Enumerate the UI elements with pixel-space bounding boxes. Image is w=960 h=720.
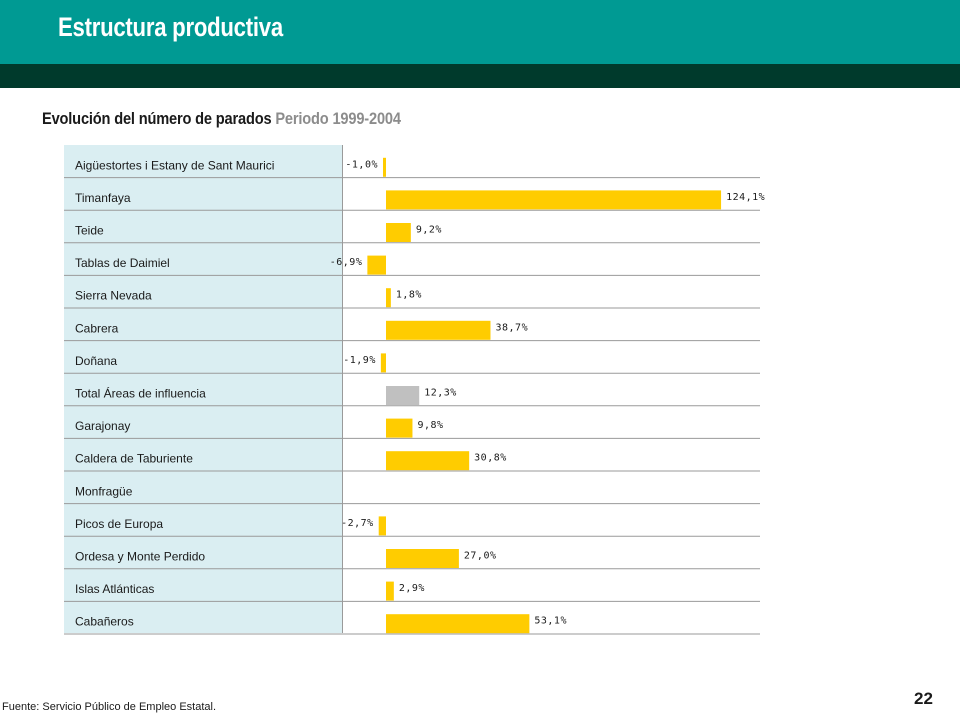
bar	[386, 614, 530, 634]
category-label: Doñana	[75, 354, 117, 368]
category-label: Garajonay	[75, 419, 130, 433]
header-dark-band	[0, 64, 960, 88]
bar	[378, 516, 386, 536]
data-label: -6,9%	[330, 257, 363, 268]
category-label: Total Áreas de influencia	[75, 386, 206, 401]
source-note: Fuente: Servicio Público de Empleo Estat…	[2, 701, 217, 713]
data-label: 1,8%	[396, 290, 422, 301]
bar	[383, 157, 386, 177]
data-label: 9,8%	[417, 420, 443, 431]
category-label: Islas Atlánticas	[75, 582, 154, 596]
chart-title-block: Evolución del número de parados Periodo …	[42, 109, 401, 129]
bar	[386, 288, 391, 308]
data-label: 9,2%	[416, 225, 442, 236]
category-label: Cabañeros	[75, 615, 134, 629]
bar	[386, 190, 722, 210]
data-label: -1,9%	[343, 355, 376, 366]
bar	[386, 223, 411, 242]
category-label: Monfragüe	[75, 484, 133, 498]
page-title: Estructura productiva	[58, 12, 283, 42]
chart-title: Evolución del número de parados	[42, 109, 272, 128]
data-label: -2,7%	[341, 518, 374, 529]
category-label: Timanfaya	[75, 191, 131, 205]
data-label: 53,1%	[534, 616, 567, 627]
chart-subtitle: Periodo 1999-2004	[275, 109, 401, 128]
bar	[380, 353, 386, 373]
bar	[386, 581, 394, 601]
category-label: Caldera de Taburiente	[75, 452, 193, 466]
category-label: Cabrera	[75, 321, 119, 335]
data-label: -1,0%	[345, 159, 378, 170]
data-label: 27,0%	[464, 551, 497, 562]
bar	[386, 386, 420, 405]
bar	[386, 549, 459, 568]
data-label: 30,8%	[474, 453, 507, 464]
category-label: Sierra Nevada	[75, 289, 152, 303]
category-label: Aigüestortes i Estany de Sant Maurici	[75, 158, 274, 172]
data-label: 38,7%	[495, 322, 528, 333]
page-number: 22	[914, 689, 933, 708]
category-label: Tablas de Daimiel	[75, 256, 170, 270]
category-label-column	[64, 145, 343, 633]
bar	[386, 418, 413, 438]
data-label: 124,1%	[726, 192, 765, 203]
data-label: 2,9%	[399, 583, 425, 594]
bar	[386, 320, 491, 340]
category-label: Ordesa y Monte Perdido	[75, 550, 205, 564]
category-label: Teide	[75, 224, 104, 238]
bar	[386, 451, 470, 471]
category-label: Picos de Europa	[75, 517, 163, 531]
header-band	[0, 0, 960, 64]
data-label: 12,3%	[424, 388, 457, 399]
bar	[367, 255, 386, 275]
